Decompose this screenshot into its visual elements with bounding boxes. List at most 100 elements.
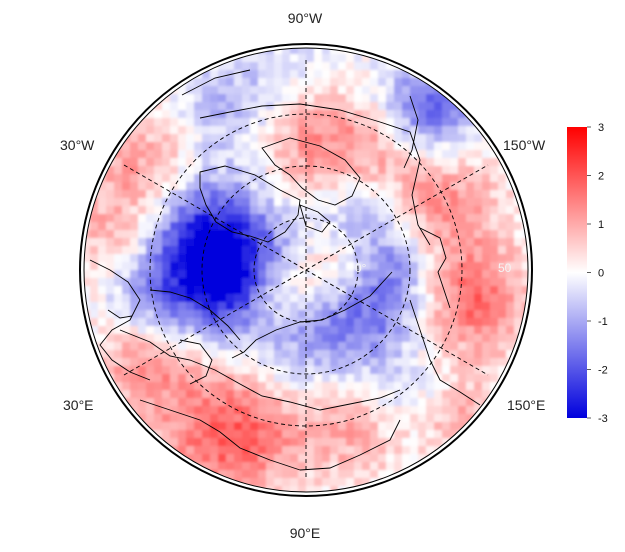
anomaly-cell <box>258 206 267 215</box>
anomaly-cell <box>402 342 411 351</box>
anomaly-cell <box>178 422 187 431</box>
anomaly-cell <box>306 48 315 55</box>
anomaly-cell <box>434 262 443 271</box>
anomaly-cell <box>394 142 403 151</box>
anomaly-cell <box>138 206 147 215</box>
anomaly-cell <box>378 126 387 135</box>
anomaly-cell <box>298 486 307 492</box>
anomaly-cell <box>290 126 299 135</box>
anomaly-cell <box>138 278 147 287</box>
anomaly-cell <box>242 286 251 295</box>
anomaly-cell <box>106 326 115 335</box>
anomaly-cell <box>442 262 451 271</box>
anomaly-cell <box>146 382 155 391</box>
anomaly-cell <box>418 142 427 151</box>
anomaly-cell <box>386 254 395 263</box>
anomaly-cell <box>330 390 339 399</box>
anomaly-cell <box>154 110 163 119</box>
anomaly-cell <box>154 318 163 327</box>
anomaly-cell <box>346 326 355 335</box>
latitude-circle-mid <box>201 165 411 375</box>
anomaly-cell <box>226 470 235 479</box>
anomaly-cell <box>202 358 211 367</box>
anomaly-cell <box>186 174 195 183</box>
anomaly-cell <box>482 142 491 151</box>
anomaly-cell <box>90 294 99 303</box>
anomaly-cell <box>322 302 331 311</box>
anomaly-cell <box>482 166 491 175</box>
anomaly-cell <box>186 454 195 463</box>
anomaly-cell <box>186 102 195 111</box>
anomaly-cell <box>194 126 203 135</box>
anomaly-cell <box>338 102 347 111</box>
anomaly-cell <box>466 302 475 311</box>
anomaly-cell <box>458 294 467 303</box>
anomaly-cell <box>266 174 275 183</box>
anomaly-cell <box>250 278 259 287</box>
anomaly-cell <box>322 54 331 63</box>
anomaly-cell <box>434 254 443 263</box>
anomaly-cell <box>282 398 291 407</box>
anomaly-cell <box>266 382 275 391</box>
anomaly-cell <box>402 182 411 191</box>
anomaly-cell <box>402 382 411 391</box>
anomaly-cell <box>330 262 339 271</box>
anomaly-cell <box>266 454 275 463</box>
anomaly-cell <box>426 398 435 407</box>
anomaly-cell <box>426 414 435 423</box>
anomaly-cell <box>234 286 243 295</box>
anomaly-cell <box>266 326 275 335</box>
anomaly-cell <box>306 310 315 319</box>
anomaly-cell <box>322 366 331 375</box>
anomaly-cell <box>130 278 139 287</box>
anomaly-cell <box>466 126 475 135</box>
anomaly-cell <box>466 206 475 215</box>
anomaly-cell <box>378 62 387 71</box>
anomaly-cell <box>466 350 475 359</box>
anomaly-cell <box>370 174 379 183</box>
anomaly-cell <box>442 246 451 255</box>
anomaly-cell <box>298 350 307 359</box>
anomaly-cell <box>290 334 299 343</box>
anomaly-cell <box>418 254 427 263</box>
anomaly-cell <box>170 406 179 415</box>
anomaly-cell <box>378 70 387 79</box>
anomaly-cell <box>466 166 475 175</box>
anomaly-cell <box>378 358 387 367</box>
anomaly-cell <box>274 214 283 223</box>
anomaly-cell <box>186 326 195 335</box>
anomaly-cell <box>450 414 459 423</box>
anomaly-cell <box>234 302 243 311</box>
anomaly-cell <box>202 126 211 135</box>
anomaly-cell <box>138 254 147 263</box>
anomaly-cell <box>442 326 451 335</box>
anomaly-cell <box>202 278 211 287</box>
anomaly-cell <box>330 246 339 255</box>
anomaly-cell <box>250 174 259 183</box>
anomaly-cell <box>338 222 347 231</box>
anomaly-cell <box>146 134 155 143</box>
anomaly-cell <box>218 374 227 383</box>
anomaly-cell <box>218 406 227 415</box>
anomaly-cell <box>354 430 363 439</box>
europe-coast <box>89 259 151 381</box>
anomaly-cell <box>274 294 283 303</box>
anomaly-cell <box>84 246 91 255</box>
anomaly-cell <box>450 118 459 127</box>
anomaly-cell <box>130 374 139 383</box>
anomaly-cell <box>314 374 323 383</box>
anomaly-cell <box>250 126 259 135</box>
anomaly-cell <box>170 438 179 447</box>
anomaly-cell <box>274 358 283 367</box>
anomaly-cell <box>186 150 195 159</box>
anomaly-cell <box>338 294 347 303</box>
anomaly-cell <box>386 158 395 167</box>
anomaly-cell <box>386 454 395 463</box>
anomaly-cell <box>306 126 315 135</box>
anomaly-cell <box>322 374 331 383</box>
anomaly-cell <box>186 302 195 311</box>
anomaly-cell <box>290 350 299 359</box>
anomaly-cell <box>354 206 363 215</box>
anomaly-cell <box>90 254 99 263</box>
anomaly-cell <box>458 142 467 151</box>
